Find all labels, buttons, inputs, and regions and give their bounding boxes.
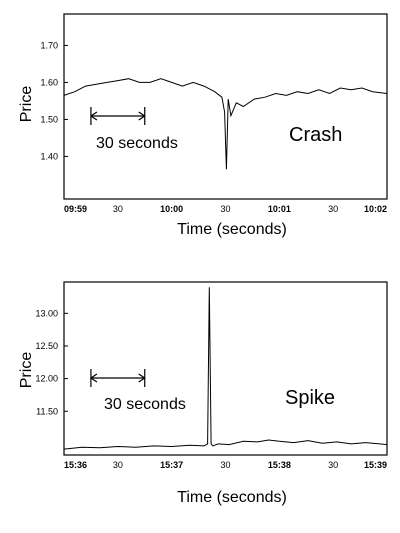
crash-x-tick-label: 30 [328, 204, 338, 214]
spike-y-tick-label: 12.00 [35, 374, 58, 384]
spike-scale-label: 30 seconds [104, 396, 186, 413]
crash-y-axis-title: Price [18, 86, 35, 123]
spike-y-tick-label: 12.50 [35, 341, 58, 351]
crash-x-axis-title: Time (seconds) [177, 221, 287, 238]
spike-scale-arrow [90, 369, 146, 387]
crash-plot-frame [63, 13, 388, 200]
spike-arrowhead-right [138, 377, 146, 383]
spike-x-tick-label: 30 [220, 460, 230, 470]
spike-x-tick-label: 30 [328, 460, 338, 470]
spike-x-tick-label: 15:36 [64, 460, 87, 470]
spike-x-tick-label: 30 [113, 460, 123, 470]
spike-y-tick-label: 11.50 [36, 406, 58, 416]
spike-chart: 13.00 12.50 12.00 11.50 15:36 30 15:37 30 15:38… [18, 281, 388, 506]
crash-annotation: Crash [289, 124, 342, 146]
spike-y-axis-title: Price [18, 352, 35, 389]
spike-price-line [63, 287, 388, 450]
spike-x-tick-label: 15:39 [364, 460, 387, 470]
crash-x-tick-label: 30 [113, 204, 123, 214]
spike-y-tick-label: 13.00 [35, 308, 58, 318]
crash-x-tick-label: 09:59 [64, 204, 87, 214]
crash-chart: 1.70 1.60 1.50 1.40 09:59 30 10:00 30 10:01 30 10… [18, 13, 388, 238]
crash-y-tick-label: 1.40 [40, 151, 58, 161]
spike-annotation: Spike [285, 387, 335, 409]
crash-price-line [63, 78, 388, 170]
spike-plot-frame [63, 281, 388, 456]
crash-arrowhead-right [138, 115, 146, 121]
crash-x-tick-label: 10:02 [364, 204, 387, 214]
crash-y-tick-label: 1.60 [40, 77, 58, 87]
crash-y-tick-label: 1.70 [40, 40, 58, 50]
crash-x-tick-label: 10:00 [160, 204, 183, 214]
spike-arrowhead-left [90, 377, 98, 383]
crash-scale-label: 30 seconds [96, 135, 178, 152]
spike-x-tick-label: 15:37 [160, 460, 183, 470]
crash-x-tick-label: 10:01 [268, 204, 291, 214]
spike-x-axis-title: Time (seconds) [177, 489, 287, 506]
crash-x-tick-label: 30 [220, 204, 230, 214]
crash-y-tick-label: 1.50 [40, 114, 58, 124]
crash-arrowhead-left [90, 115, 98, 121]
spike-x-tick-label: 15:38 [268, 460, 291, 470]
crash-scale-arrow [90, 107, 146, 125]
